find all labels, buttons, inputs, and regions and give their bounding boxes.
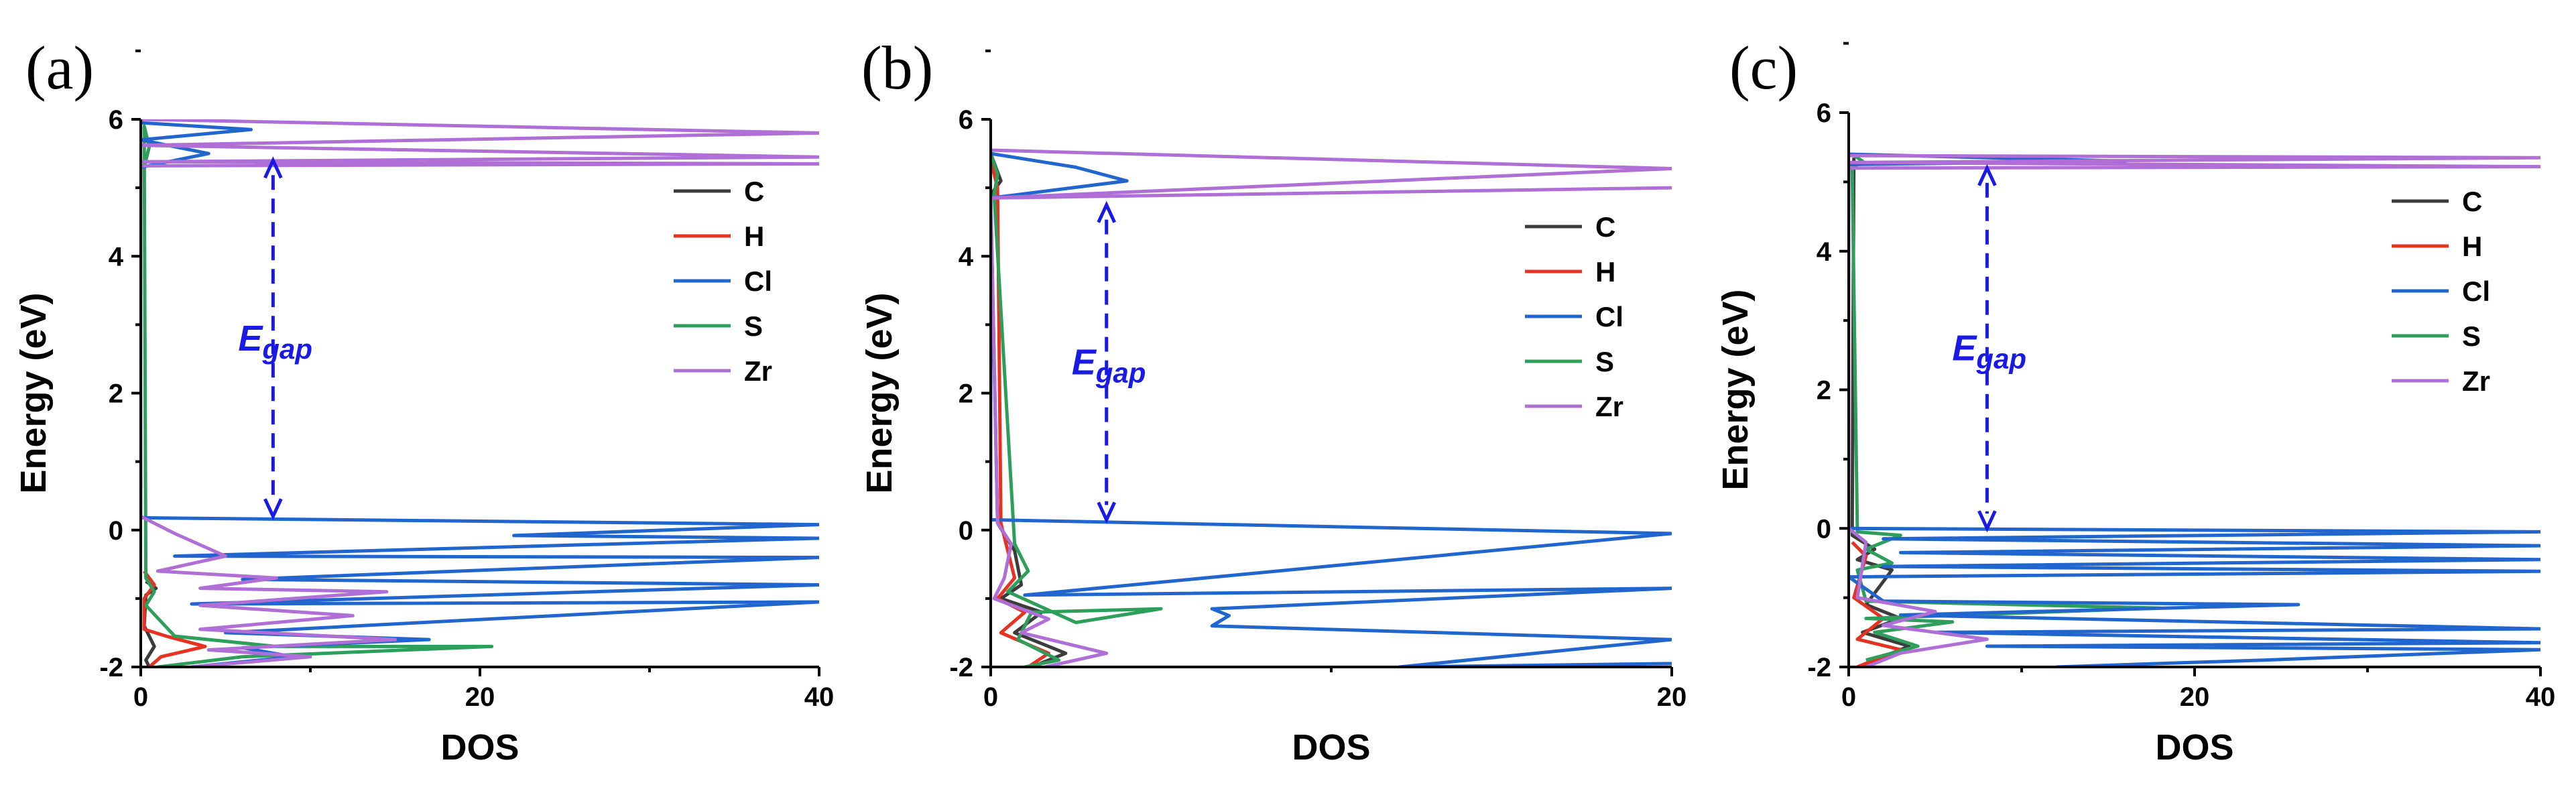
y-tick-label: 0 [1817, 514, 1831, 544]
legend-label-zr: Zr [744, 355, 772, 387]
x-tick-label: 40 [804, 682, 835, 712]
legend: CH Cl S Zr [2392, 186, 2490, 397]
y-tick-label: 4 [109, 242, 124, 271]
egap-label-sub: gap [1975, 343, 2026, 374]
y-tick-label: 4 [959, 242, 974, 271]
legend-label-h: H [744, 221, 764, 252]
egap-arrow-head-top [1977, 164, 1997, 186]
legend-label-c: C [2462, 186, 2482, 217]
series-cl-line [141, 121, 819, 667]
y-tick-label: 4 [1817, 237, 1832, 267]
x-axis-title: DOS [2155, 727, 2233, 768]
legend-label-h: H [2462, 231, 2482, 262]
legend-label-s: S [744, 310, 763, 342]
series-zr-line [1849, 154, 2540, 667]
x-tick-label: 0 [983, 682, 998, 712]
legend-label-zr: Zr [1595, 391, 1623, 422]
egap-label: Egap [238, 318, 312, 365]
y-tick-label: -2 [1807, 653, 1831, 682]
y-axis-title: Energy (eV) [859, 292, 900, 493]
egap-arrow-head-bottom [1977, 510, 1997, 533]
y-tick-label: 0 [109, 516, 123, 546]
x-tick-label: 20 [1657, 682, 1687, 712]
x-tick-label: 40 [2526, 682, 2556, 712]
y-tick-label: 6 [109, 105, 123, 135]
series-s-line [991, 153, 1163, 667]
series-c-line [1850, 158, 1911, 667]
x-tick-label: 0 [1841, 682, 1856, 712]
legend-label-cl: Cl [1595, 301, 1623, 332]
series-c-line [991, 153, 1068, 667]
panel-c: (c) -2 0 2 4 6 0 20 40 DOS Energy (eV) CH Cl S Zr Egap [1715, 34, 2555, 768]
panel-b: (b) -2 0 2 4 6 0 20 DOS Energy (eV) CH Cl S Zr Egap [859, 34, 1686, 768]
egap-arrow-head-top [1097, 200, 1116, 223]
legend: CH Cl S Zr [1525, 211, 1623, 422]
y-axis-title: Energy (eV) [1715, 289, 1756, 490]
x-tick-label: 20 [2180, 682, 2210, 712]
series-zr-line [991, 148, 1672, 667]
legend-label-s: S [2462, 320, 2481, 352]
legend-label-cl: Cl [2462, 276, 2490, 307]
y-tick-label: -2 [99, 653, 123, 682]
series-group [1849, 152, 2540, 667]
panel-label: (b) [861, 34, 933, 102]
series-cl-line [1849, 152, 2540, 667]
egap-label-sub: gap [261, 333, 312, 365]
egap-arrow-head-bottom [1097, 501, 1116, 524]
y-tick-label: 6 [959, 105, 973, 135]
legend: CH Cl S Zr [674, 176, 772, 387]
series-zr-line [141, 119, 819, 667]
y-axis-title: Energy (eV) [13, 292, 54, 493]
series-group [141, 119, 819, 667]
y-tick-label: 2 [1817, 376, 1831, 406]
egap-arrow-head-top [263, 156, 283, 179]
panel-label: (a) [25, 34, 94, 102]
egap-label: Egap [1952, 328, 2026, 374]
series-h-line [142, 570, 207, 667]
series-cl-line [991, 151, 1672, 667]
series-s-line [142, 124, 494, 667]
egap-label: Egap [1072, 343, 1146, 389]
x-tick-label: 0 [133, 682, 148, 712]
y-tick-label: 0 [959, 516, 973, 546]
x-axis-title: DOS [1292, 727, 1370, 768]
series-s-line [1850, 152, 2162, 662]
legend-label-zr: Zr [2462, 365, 2490, 397]
x-axis-title: DOS [440, 727, 519, 768]
legend-label-cl: Cl [744, 265, 772, 297]
legend-label-s: S [1595, 346, 1614, 377]
legend-label-h: H [1595, 256, 1615, 288]
egap-arrow-head-bottom [263, 498, 283, 521]
series-group [991, 148, 1672, 667]
panel-a: (a) -2 0 2 4 6 0 20 40 DOS Energy (eV) CH Cl S Zr Egap [13, 34, 834, 768]
legend-label-c: C [744, 176, 764, 207]
y-tick-label: 6 [1817, 99, 1831, 128]
y-tick-label: -2 [949, 653, 973, 682]
egap-label-sub: gap [1095, 357, 1146, 389]
x-tick-label: 20 [465, 682, 495, 712]
panel-label: (c) [1729, 34, 1798, 102]
legend-label-c: C [1595, 211, 1615, 243]
y-tick-label: 2 [109, 379, 123, 409]
y-tick-label: 2 [959, 379, 973, 409]
